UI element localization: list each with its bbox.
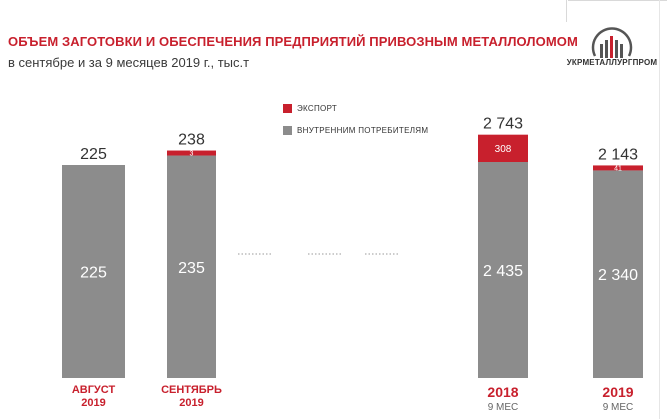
bar-domestic-4: [593, 170, 643, 378]
legend-domestic-swatch: [283, 126, 292, 135]
top-divider: [568, 0, 667, 1]
right-divider: [659, 0, 660, 419]
x-label-main-3: 2018: [487, 384, 519, 400]
bar-domestic-label-3: 2 435: [483, 263, 523, 280]
legend-export-label: ЭКСПОРТ: [297, 104, 338, 113]
x-label-main-1: АВГУСТ: [71, 384, 116, 396]
bar-domestic-3: [478, 162, 528, 378]
x-label-main-2: СЕНТЯБРЬ: [161, 384, 222, 396]
x-label-main-4: 2019: [602, 384, 634, 400]
bar-export-4: [593, 165, 643, 171]
bar-total-label-2: 238: [178, 132, 205, 149]
bar-export-label-3: 308: [495, 144, 512, 155]
x-label-sub-3: 9 МЕС: [487, 402, 519, 413]
x-label-sub-1: 2019: [81, 397, 106, 409]
legend-export-swatch: [283, 104, 292, 113]
ukrmetallurgprom-logo-icon: [591, 27, 633, 58]
logo-divider: [566, 0, 567, 22]
bar-export-label-4: 41: [614, 165, 622, 172]
logo-name: УКРМЕТАЛЛУРГПРОМ: [566, 58, 658, 67]
x-label-4: 2019 9 МЕС: [573, 385, 663, 415]
bar-domestic-label-4: 2 340: [598, 267, 638, 284]
bar-export-2: [167, 150, 216, 156]
legend-domestic-label: ВНУТРЕННИМ ПОТРЕБИТЕЛЯМ: [297, 126, 429, 135]
bar-domestic-label-2: 235: [178, 260, 205, 277]
x-label-3: 2018 9 МЕС: [458, 385, 548, 415]
bar-total-label-4: 2 143: [598, 146, 638, 163]
x-label-sub-4: 9 МЕС: [602, 402, 634, 413]
bar-export-label-2: 3: [190, 151, 194, 158]
chart-title: ОБЪЕМ ЗАГОТОВКИ И ОБЕСПЕЧЕНИЯ ПРЕДПРИЯТИ…: [8, 34, 578, 49]
bar-domestic-2: [167, 155, 216, 378]
chart-subtitle: в сентябре и за 9 месяцев 2019 г., тыс.т: [8, 55, 250, 70]
bar-domestic-label-1: 225: [80, 265, 107, 282]
x-label-2: СЕНТЯБРЬ 2019: [147, 384, 237, 410]
x-label-1: АВГУСТ 2019: [49, 384, 139, 410]
bar-total-label-3: 2 743: [483, 116, 523, 133]
x-label-sub-2: 2019: [179, 397, 204, 409]
bar-total-label-1: 225: [80, 146, 107, 163]
bar-export-3: [478, 134, 528, 162]
bar-domestic-1: [62, 165, 125, 378]
